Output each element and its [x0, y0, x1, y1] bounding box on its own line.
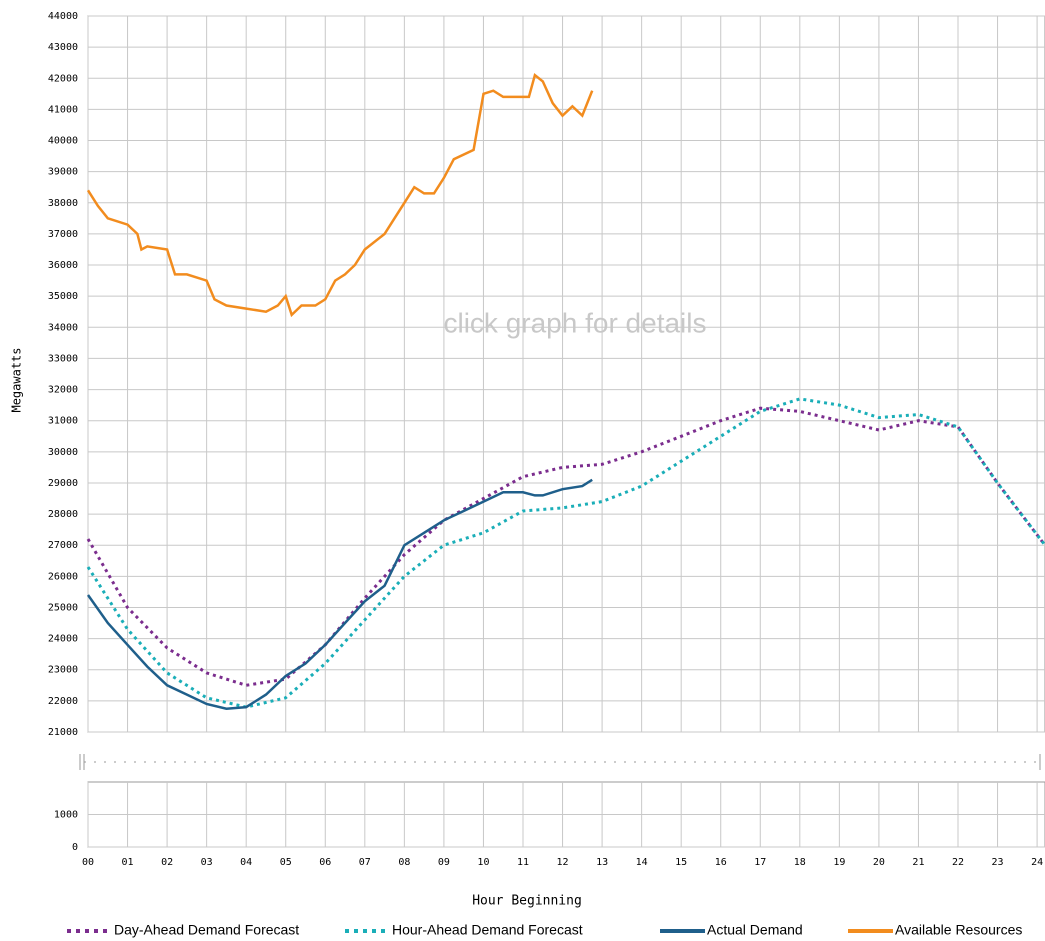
x-tick-label: 24 — [1031, 857, 1043, 868]
y-tick-label: 23000 — [48, 665, 78, 676]
x-tick-label: 22 — [952, 857, 964, 868]
legend-label: Actual Demand — [707, 922, 803, 938]
y-tick-label: 43000 — [48, 42, 78, 53]
y-tick-label: 40000 — [48, 136, 78, 147]
x-tick-label: 08 — [398, 857, 410, 868]
x-tick-label: 14 — [636, 857, 648, 868]
y-tick-label: 25000 — [48, 602, 78, 613]
y-tick-label: 41000 — [48, 104, 78, 115]
y-tick-label: 27000 — [48, 540, 78, 551]
y-tick-label: 29000 — [48, 478, 78, 489]
axis-break — [79, 754, 1041, 770]
x-tick-label: 07 — [359, 857, 371, 868]
x-tick-label: 20 — [873, 857, 885, 868]
y-tick-label: 1000 — [54, 810, 78, 821]
y-tick-label: 42000 — [48, 73, 78, 84]
x-tick-label: 18 — [794, 857, 806, 868]
x-tick-label: 15 — [675, 857, 687, 868]
y-tick-label: 21000 — [48, 727, 78, 738]
x-tick-label: 03 — [201, 857, 213, 868]
y-tick-label: 37000 — [48, 229, 78, 240]
x-tick-label: 01 — [122, 857, 134, 868]
legend-label: Day-Ahead Demand Forecast — [114, 922, 299, 938]
y-tick-label: 36000 — [48, 260, 78, 271]
x-axis-label: Hour Beginning — [472, 894, 582, 909]
y-tick-label: 0 — [72, 842, 78, 853]
y-tick-label: 39000 — [48, 167, 78, 178]
y-axis-label: Megawatts — [10, 347, 24, 412]
x-tick-label: 19 — [833, 857, 845, 868]
x-tick-label: 05 — [280, 857, 292, 868]
y-tick-label: 22000 — [48, 696, 78, 707]
y-tick-label: 35000 — [48, 291, 78, 302]
legend-label: Available Resources — [895, 922, 1022, 938]
x-tick-label: 21 — [912, 857, 924, 868]
series-line — [86, 397, 1045, 709]
x-tick-label: 10 — [477, 857, 489, 868]
y-tick-label: 32000 — [48, 385, 78, 396]
y-tick-label: 28000 — [48, 509, 78, 520]
y-tick-label: 31000 — [48, 416, 78, 427]
x-tick-label: 23 — [992, 857, 1004, 868]
y-tick-label: 26000 — [48, 571, 78, 582]
x-tick-label: 02 — [161, 857, 173, 868]
x-tick-label: 12 — [557, 857, 569, 868]
y-tick-label: 33000 — [48, 353, 78, 364]
x-tick-label: 16 — [715, 857, 727, 868]
series-line — [86, 478, 593, 710]
x-tick-label: 00 — [82, 857, 94, 868]
x-tick-label: 17 — [754, 857, 766, 868]
series-line — [86, 72, 594, 318]
x-tick-label: 04 — [240, 857, 252, 868]
y-tick-label: 38000 — [48, 198, 78, 209]
x-tick-label: 11 — [517, 857, 529, 868]
legend-label: Hour-Ahead Demand Forecast — [392, 922, 583, 938]
x-tick-label: 06 — [319, 857, 331, 868]
x-tick-label: 09 — [438, 857, 450, 868]
y-tick-label: 44000 — [48, 11, 78, 22]
y-tick-label: 34000 — [48, 322, 78, 333]
annotation[interactable]: click graph for details — [443, 307, 706, 338]
y-tick-label: 30000 — [48, 447, 78, 458]
x-tick-label: 13 — [596, 857, 608, 868]
y-tick-label: 24000 — [48, 634, 78, 645]
upper-plot — [87, 15, 1045, 733]
